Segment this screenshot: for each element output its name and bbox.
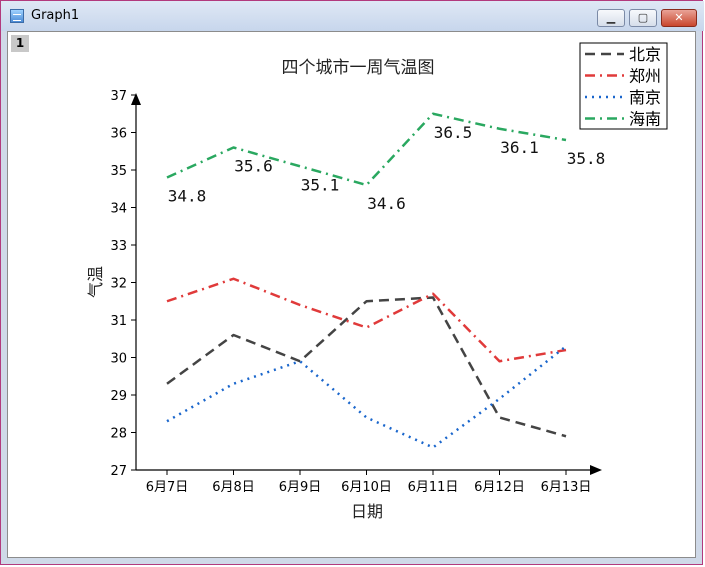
x-tick-label: 6月7日 (146, 480, 189, 495)
y-tick-label: 31 (110, 314, 127, 329)
legend-label: 北京 (629, 45, 661, 64)
data-label: 34.6 (367, 194, 406, 213)
x-axis-arrow (590, 465, 602, 475)
x-tick-label: 6月11日 (408, 480, 459, 495)
data-label: 36.5 (434, 123, 473, 142)
series-line (166, 112, 567, 187)
graph-window-icon (10, 9, 24, 23)
x-tick-label: 6月8日 (212, 480, 255, 495)
y-tick-label: 30 (110, 352, 127, 367)
x-tick-label: 6月12日 (474, 480, 525, 495)
chart-title: 四个城市一周气温图 (282, 58, 435, 78)
data-label: 35.6 (234, 157, 273, 176)
minimize-button[interactable]: ▁ (597, 9, 625, 27)
legend-label: 海南 (629, 110, 661, 129)
x-tick-label: 6月9日 (279, 480, 322, 495)
y-tick-label: 28 (110, 427, 127, 442)
graph-page[interactable]: 1 四个城市一周气温图 27 28 29 30 31 32 33 34 35 36 37 6月7日 6月8… (7, 31, 696, 558)
series-line (166, 296, 567, 438)
x-tick-label: 6月13日 (541, 480, 592, 495)
data-label: 35.1 (301, 175, 340, 194)
data-label: 36.1 (500, 138, 539, 157)
window-title: Graph1 (31, 8, 80, 23)
title-bar[interactable]: Graph1 ▁ ▢ ✕ (1, 1, 704, 31)
legend-label: 郑州 (629, 67, 661, 86)
series-line (166, 345, 567, 449)
y-tick-label: 27 (110, 464, 127, 479)
series-line (166, 277, 567, 363)
x-tick-label: 6月10日 (341, 480, 392, 495)
y-tick-label: 35 (110, 164, 127, 179)
y-axis-arrow (131, 93, 141, 105)
y-tick-label: 37 (110, 89, 127, 104)
close-button[interactable]: ✕ (661, 9, 697, 27)
data-label: 34.8 (168, 187, 207, 206)
x-axis-label: 日期 (351, 502, 383, 521)
maximize-button[interactable]: ▢ (629, 9, 657, 27)
data-label: 35.8 (567, 149, 606, 168)
y-tick-label: 36 (110, 127, 127, 142)
y-tick-label: 33 (110, 239, 127, 254)
legend-box (579, 42, 668, 130)
y-tick-label: 29 (110, 389, 127, 404)
y-axis-label: 气温 (86, 266, 105, 298)
layer-tab[interactable]: 1 (11, 35, 29, 52)
chart-svg: 四个城市一周气温图 27 28 29 30 31 32 33 34 35 36 37 6月7日 6月8日 6… (86, 42, 668, 521)
legend-label: 南京 (629, 88, 661, 107)
y-tick-label: 32 (110, 277, 127, 292)
y-tick-label: 34 (110, 202, 127, 217)
